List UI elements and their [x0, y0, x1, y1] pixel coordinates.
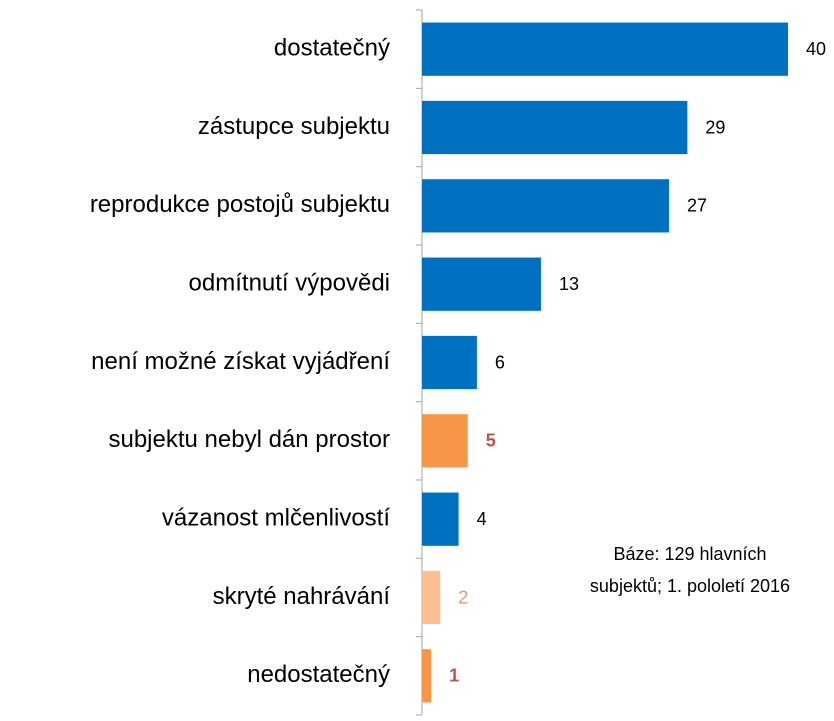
- category-label: subjektu nebyl dán prostor: [108, 426, 390, 453]
- bar: [422, 492, 459, 546]
- category-label: není možné získat vyjádření: [91, 348, 390, 375]
- data-label: 27: [687, 196, 707, 216]
- bar: [422, 414, 468, 468]
- category-label: reprodukce postojů subjektu: [90, 191, 390, 218]
- bar: [422, 257, 541, 311]
- annotation: subjektů; 1. pololetí 2016: [590, 576, 790, 596]
- data-label: 1: [449, 666, 459, 686]
- bar: [422, 335, 477, 390]
- category-label: vázanost mlčenlivostí: [162, 505, 390, 532]
- category-label: zástupce subjektu: [198, 113, 390, 140]
- annotation: Báze: 129 hlavních: [613, 544, 766, 564]
- data-label: 4: [477, 509, 487, 529]
- data-label: 2: [458, 587, 468, 607]
- bar: [422, 179, 670, 233]
- data-label: 5: [486, 431, 496, 451]
- data-label: 40: [806, 39, 826, 59]
- bar: [422, 100, 688, 155]
- category-label: skryté nahrávání: [213, 583, 391, 610]
- category-label: dostatečný: [274, 35, 390, 62]
- data-label: 13: [559, 274, 579, 294]
- data-label: 29: [705, 117, 725, 137]
- data-label: 6: [495, 352, 505, 372]
- category-label: nedostatečný: [247, 661, 390, 688]
- bar: [422, 649, 432, 703]
- bar: [422, 22, 788, 76]
- category-label: odmítnutí výpovědi: [189, 270, 390, 297]
- bar: [422, 570, 441, 625]
